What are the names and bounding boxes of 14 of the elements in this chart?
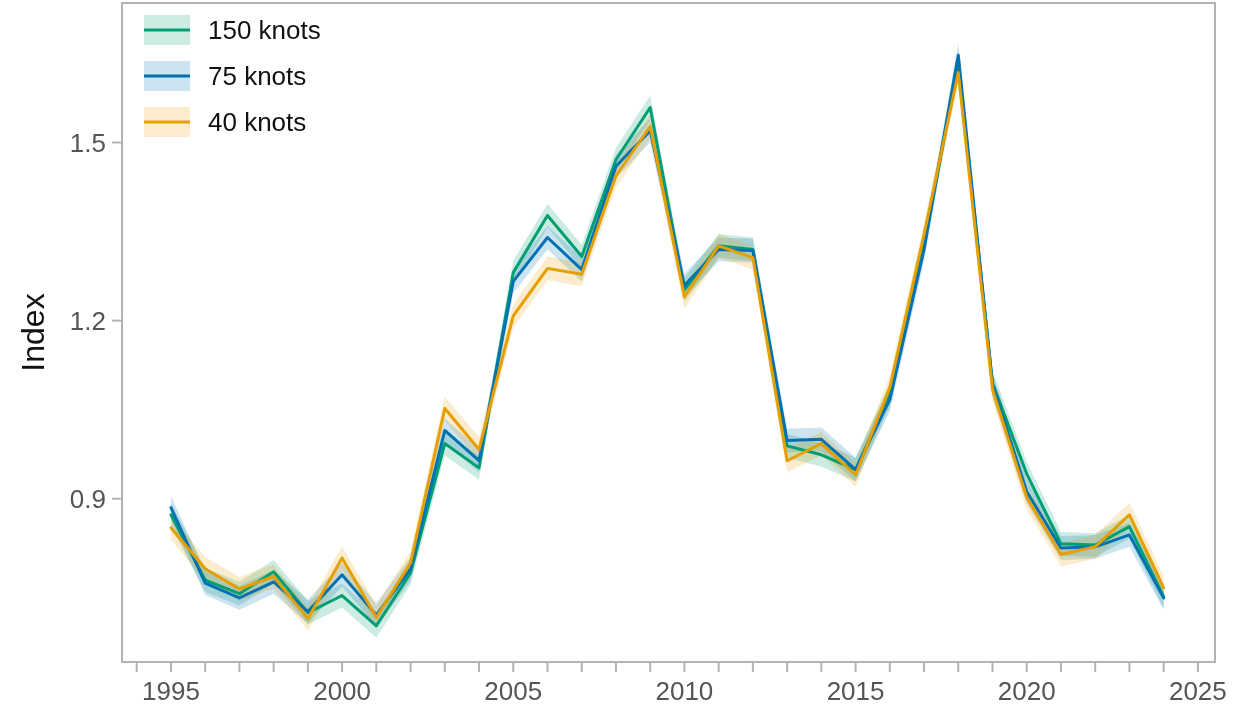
x-tick-label: 1995 bbox=[142, 676, 200, 706]
x-tick-label: 2020 bbox=[997, 676, 1056, 706]
y-tick-label: 1.2 bbox=[69, 305, 106, 336]
x-tick-label: 2000 bbox=[313, 676, 372, 706]
legend-label: 150 knots bbox=[208, 15, 321, 45]
x-tick-label: 2025 bbox=[1168, 676, 1227, 706]
x-tick-label: 2005 bbox=[484, 676, 543, 706]
y-tick-label: 1.5 bbox=[69, 127, 106, 158]
y-axis-title: Index bbox=[15, 293, 51, 372]
x-tick-label: 2010 bbox=[655, 676, 714, 706]
y-tick-label: 0.9 bbox=[69, 483, 106, 514]
legend-label: 75 knots bbox=[208, 61, 307, 91]
x-tick-label: 2015 bbox=[826, 676, 885, 706]
legend-label: 40 knots bbox=[208, 107, 307, 137]
